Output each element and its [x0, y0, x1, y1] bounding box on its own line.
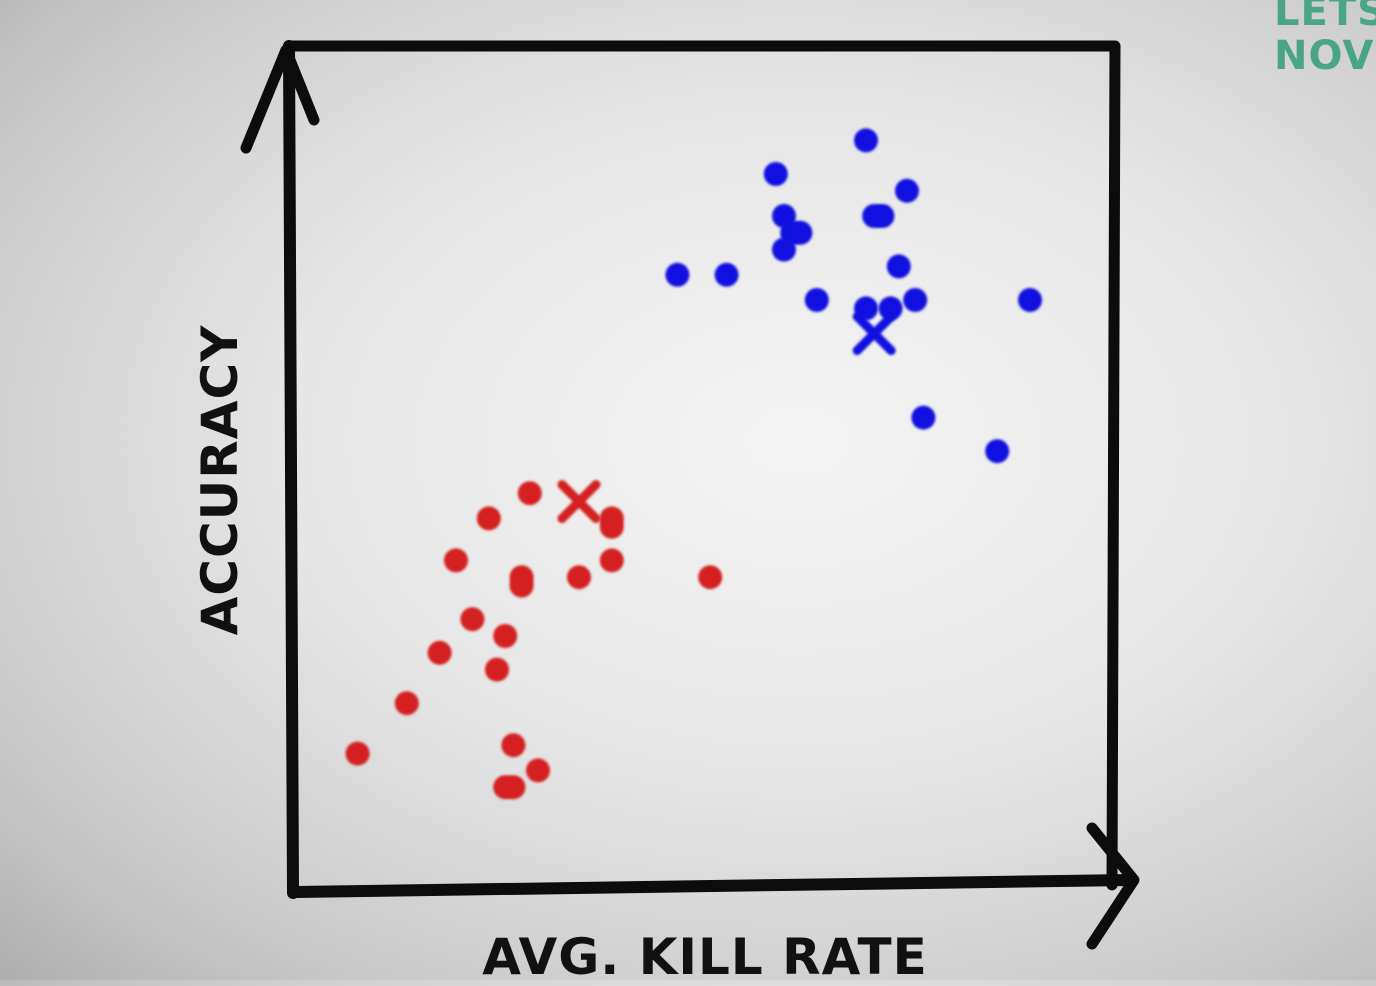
- data-point-series1-10: [886, 254, 911, 279]
- data-point-series2-7: [509, 573, 534, 598]
- data-point-series2-17: [526, 758, 550, 783]
- y-axis-arrowhead: [240, 44, 320, 154]
- x-axis: [290, 874, 1136, 898]
- data-point-series2-20: [345, 741, 370, 766]
- data-point-series2-5: [444, 548, 468, 573]
- centroid-marker-series2: [557, 480, 601, 524]
- data-point-series1-12: [714, 262, 739, 287]
- x-axis-arrowhead: [1086, 822, 1140, 950]
- data-point-series2-2: [476, 506, 501, 531]
- data-point-series2-12: [493, 624, 518, 648]
- chart-marks: [345, 128, 1042, 800]
- y-axis: [283, 40, 299, 899]
- data-point-series1-5: [870, 204, 895, 228]
- data-point-series2-4: [599, 514, 624, 539]
- data-point-series2-14: [485, 657, 509, 682]
- data-point-series2-15: [394, 691, 419, 716]
- corner-caption: LETS NOVI: [1274, 0, 1376, 78]
- data-point-series1-11: [665, 262, 690, 287]
- data-point-series1-2: [763, 162, 788, 186]
- data-point-series2-16: [501, 733, 526, 758]
- x-axis-label: AVG. KILL RATE: [482, 928, 928, 986]
- centroid-marker-series1: [852, 312, 896, 356]
- corner-caption-line1: LETS: [1274, 0, 1376, 35]
- data-point-series1-16: [903, 288, 928, 312]
- data-point-series1-18: [911, 405, 936, 430]
- data-point-series2-9: [599, 548, 624, 573]
- data-point-series1-3: [895, 178, 919, 203]
- y-axis-label: ACCURACY: [191, 324, 249, 636]
- data-point-series1-1: [854, 128, 878, 153]
- data-point-series2-10: [698, 565, 723, 590]
- data-point-series1-9: [772, 237, 796, 262]
- data-point-series2-11: [460, 607, 485, 632]
- data-point-series1-19: [985, 439, 1010, 464]
- data-point-series2-8: [567, 565, 591, 590]
- data-point-series1-17: [1018, 288, 1042, 312]
- data-point-series2-19: [493, 775, 518, 800]
- data-point-series1-15: [878, 296, 903, 321]
- data-point-series2-1: [517, 481, 542, 506]
- data-point-series2-13: [427, 640, 452, 665]
- plot-frame: [286, 40, 1121, 891]
- data-point-series1-13: [804, 288, 829, 312]
- corner-caption-line2: NOVI: [1274, 33, 1376, 78]
- data-point-series1-8: [788, 220, 813, 245]
